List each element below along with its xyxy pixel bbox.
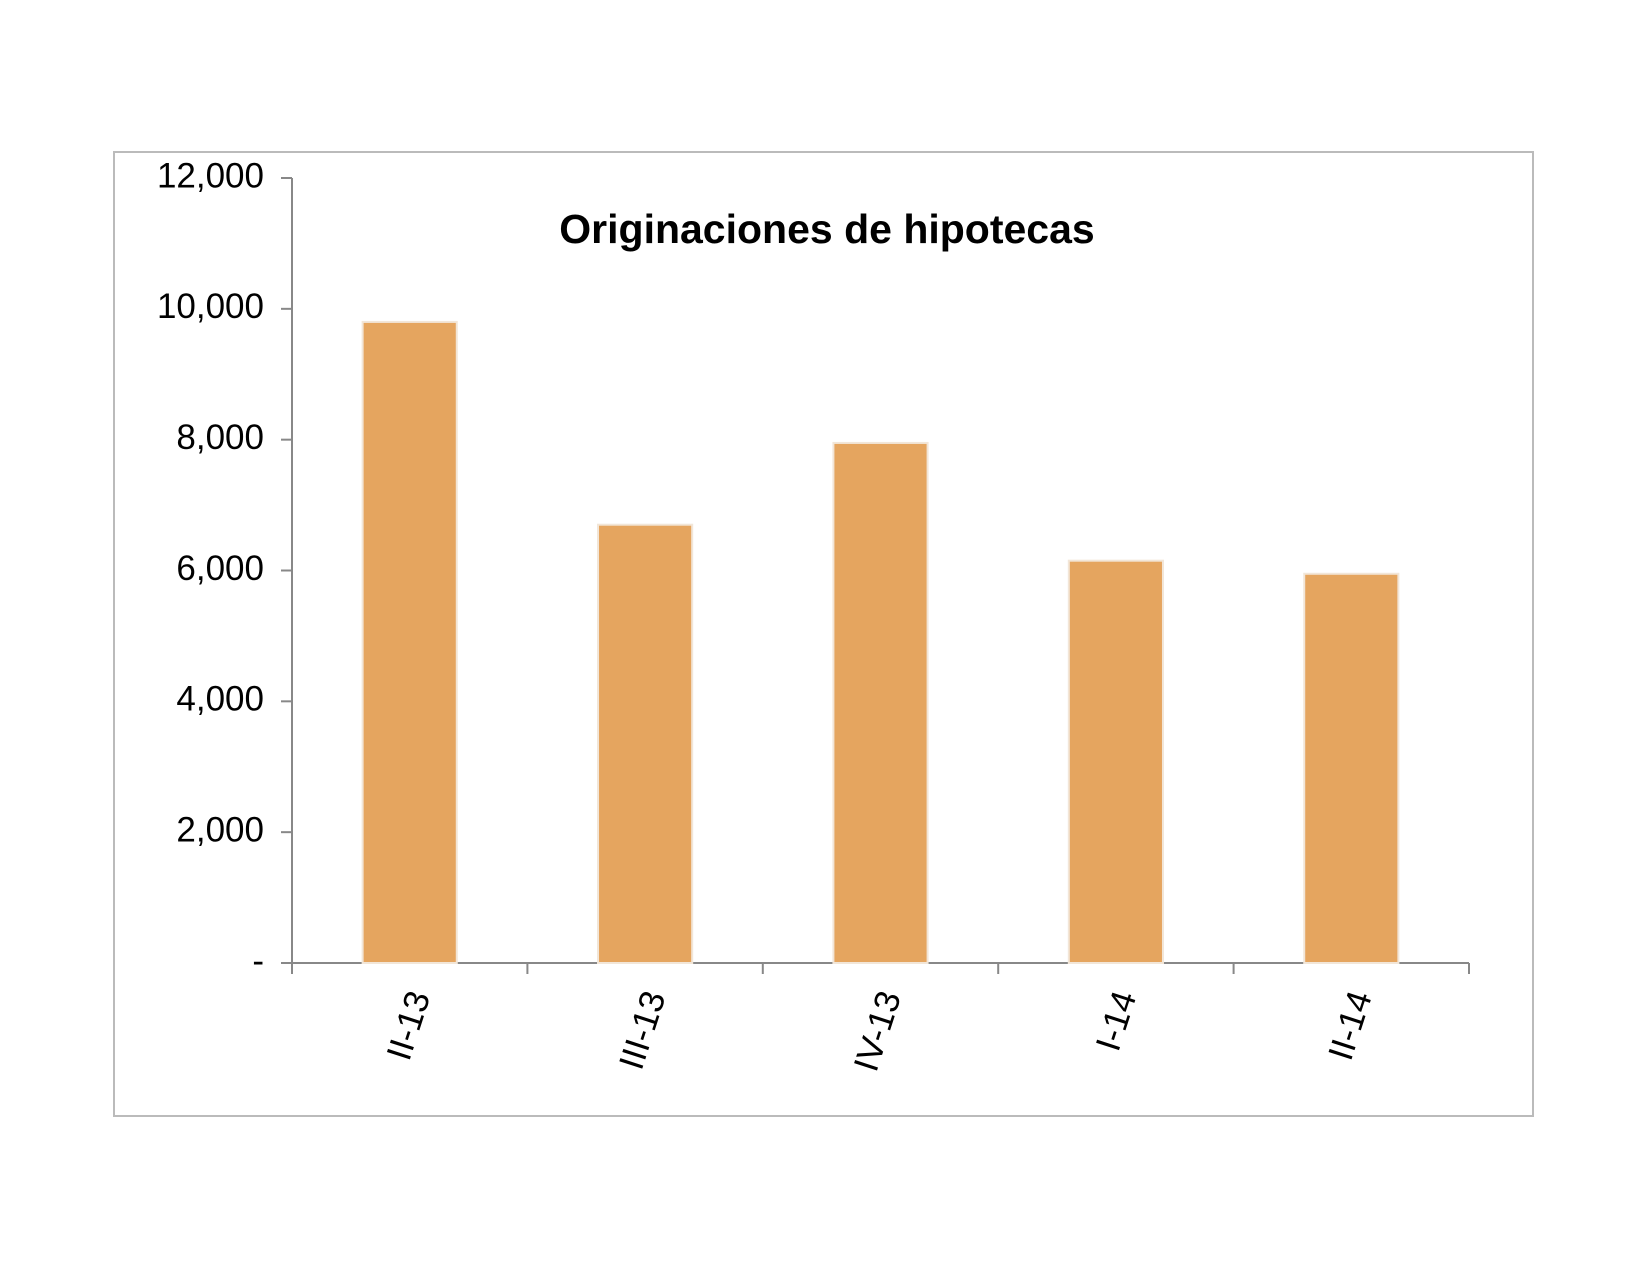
y-tick-label: 12,000 xyxy=(157,156,264,195)
y-tick-label: 4,000 xyxy=(176,680,264,719)
bar xyxy=(361,320,458,964)
chart-frame xyxy=(113,151,1534,1117)
y-tick-label: 10,000 xyxy=(157,287,264,326)
y-tick-label: 2,000 xyxy=(176,810,264,849)
bar xyxy=(1303,572,1400,964)
bar xyxy=(597,523,694,964)
chart-title: Originaciones de hipotecas xyxy=(559,206,1094,252)
y-tick-label: - xyxy=(252,941,264,980)
y-tick-label: 8,000 xyxy=(176,418,264,457)
bar xyxy=(1067,559,1164,964)
bar xyxy=(832,441,929,964)
y-tick-label: 6,000 xyxy=(176,549,264,588)
